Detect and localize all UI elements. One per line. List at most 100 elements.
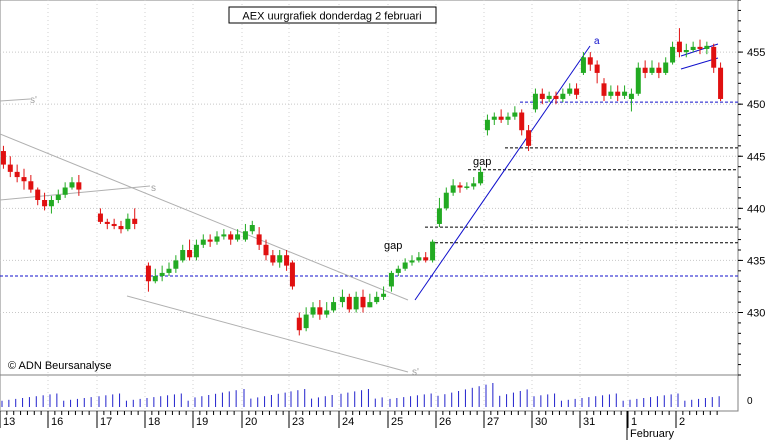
candle-body-19-5 bbox=[228, 234, 234, 240]
candle-body-18-3 bbox=[166, 268, 172, 273]
candle-body-16-0 bbox=[48, 200, 54, 207]
candle-body-20-1 bbox=[249, 225, 255, 232]
watermark: © ADN Beursanalyse bbox=[8, 360, 112, 372]
candle-body-24-1 bbox=[346, 296, 352, 310]
x-tick-label-4: 19 bbox=[196, 416, 208, 428]
candles-layer bbox=[0, 28, 724, 336]
candle-body-20-4 bbox=[270, 255, 276, 263]
candle-body-23-3 bbox=[310, 307, 316, 315]
candle-body-1-0 bbox=[628, 93, 634, 99]
candle-body-26-2 bbox=[450, 185, 456, 193]
candle-body-1-6 bbox=[670, 46, 676, 63]
candle-body-31-1 bbox=[587, 57, 593, 65]
candle-body-17-0 bbox=[97, 213, 103, 222]
candle-body-19-0 bbox=[193, 244, 199, 258]
candle-body-23-5 bbox=[324, 310, 330, 315]
chart-title: AEX uurgrafiek donderdag 2 februari bbox=[242, 11, 421, 23]
candle-body-16-1 bbox=[55, 194, 61, 200]
candle-body-27-6 bbox=[526, 130, 532, 146]
candle-body-24-6 bbox=[381, 293, 387, 297]
candle-body-1-4 bbox=[656, 67, 662, 73]
y-tick-label-3: 445 bbox=[747, 151, 765, 163]
candle-body-25-5 bbox=[423, 257, 429, 261]
candle-body-18-0 bbox=[145, 265, 151, 282]
candle-body-27-0 bbox=[484, 119, 490, 131]
candle-body-26-3 bbox=[457, 185, 463, 188]
x-tick-label-5: 20 bbox=[245, 416, 257, 428]
candle-body-17-4 bbox=[125, 218, 131, 230]
candle-body-2-1 bbox=[683, 50, 689, 53]
candle-body-19-2 bbox=[207, 239, 213, 242]
candle-body-18-1 bbox=[152, 276, 158, 282]
annotation-a: a bbox=[594, 36, 600, 47]
candle-body-17-3 bbox=[118, 226, 124, 230]
candle-body-13-0 bbox=[0, 151, 6, 165]
candle-body-17-1 bbox=[104, 221, 110, 224]
volume-panel-frame bbox=[0, 374, 739, 412]
y-axis: 430 435 440 445 450 455 0 bbox=[738, 0, 765, 407]
volume-tick-label: 0 bbox=[747, 396, 753, 407]
candle-body-2-6 bbox=[718, 67, 724, 99]
candle-body-18-5 bbox=[180, 250, 186, 261]
candle-body-2-5 bbox=[711, 46, 717, 68]
candle-body-16-4 bbox=[76, 182, 82, 190]
candle-body-24-4 bbox=[367, 302, 373, 308]
uptrend-line-a bbox=[414, 45, 591, 301]
x-tick-label-10: 27 bbox=[487, 416, 499, 428]
candle-body-30-4 bbox=[560, 93, 566, 99]
candle-body-26-6 bbox=[478, 171, 484, 184]
y-tick-label-5: 455 bbox=[747, 47, 765, 59]
x-tick-label-8: 25 bbox=[391, 416, 403, 428]
candle-body-13-5 bbox=[35, 189, 41, 200]
price-panel-frame bbox=[0, 0, 739, 376]
candle-body-13-4 bbox=[28, 181, 34, 190]
candle-body-25-3 bbox=[409, 260, 415, 263]
candle-body-23-2 bbox=[303, 314, 309, 329]
x-tick-label-0: 13 bbox=[3, 416, 15, 428]
y-tick-label-1: 435 bbox=[747, 255, 765, 267]
candle-body-13-1 bbox=[7, 164, 13, 172]
candle-body-24-3 bbox=[360, 296, 366, 308]
x-tick-label-2: 17 bbox=[100, 416, 112, 428]
candle-body-17-2 bbox=[111, 223, 117, 227]
x-axis: 13 16 17 18 19 20 23 24 25 26 27 30 31 1 2 bbox=[0, 411, 718, 428]
candle-body-18-4 bbox=[173, 260, 179, 269]
candle-body-20-6 bbox=[284, 255, 290, 266]
candle-body-19-3 bbox=[214, 236, 220, 242]
candle-body-24-0 bbox=[339, 296, 345, 303]
candle-body-27-1 bbox=[491, 116, 497, 120]
candle-body-25-6 bbox=[430, 241, 436, 261]
candle-body-30-5 bbox=[567, 88, 573, 94]
candle-body-19-4 bbox=[221, 234, 227, 237]
candle-body-2-3 bbox=[697, 46, 703, 49]
support-line-s bbox=[0, 185, 151, 201]
candle-body-30-0 bbox=[532, 93, 538, 110]
x-tick-label-13: 1 bbox=[631, 416, 637, 428]
candle-body-23-6 bbox=[331, 302, 337, 311]
candle-body-26-4 bbox=[464, 186, 470, 188]
candle-body-19-6 bbox=[235, 234, 241, 240]
candle-body-20-0 bbox=[242, 231, 248, 240]
x-tick-label-14: 2 bbox=[679, 416, 685, 428]
candle-body-2-0 bbox=[676, 41, 682, 53]
candle-body-18-2 bbox=[159, 272, 165, 277]
candle-body-23-4 bbox=[317, 307, 323, 315]
candle-body-18-6 bbox=[187, 250, 193, 258]
candle-body-2-2 bbox=[690, 46, 696, 50]
candle-body-30-2 bbox=[546, 95, 552, 99]
candle-body-27-3 bbox=[505, 116, 511, 120]
candle-body-13-3 bbox=[21, 177, 27, 182]
candle-body-31-3 bbox=[601, 83, 607, 96]
channel-lower-line bbox=[126, 295, 409, 373]
candle-body-24-2 bbox=[353, 296, 359, 310]
candle-body-31-2 bbox=[594, 64, 600, 73]
x-tick-label-12: 31 bbox=[583, 416, 595, 428]
candle-body-16-2 bbox=[62, 187, 68, 195]
candle-body-1-3 bbox=[649, 67, 655, 73]
candle-body-26-1 bbox=[443, 192, 449, 209]
candle-body-31-0 bbox=[580, 57, 586, 73]
volume-layer bbox=[1, 383, 720, 407]
candle-body-17-5 bbox=[132, 218, 138, 224]
y-tick-label-4: 450 bbox=[747, 99, 765, 111]
candle-body-30-1 bbox=[539, 93, 545, 99]
